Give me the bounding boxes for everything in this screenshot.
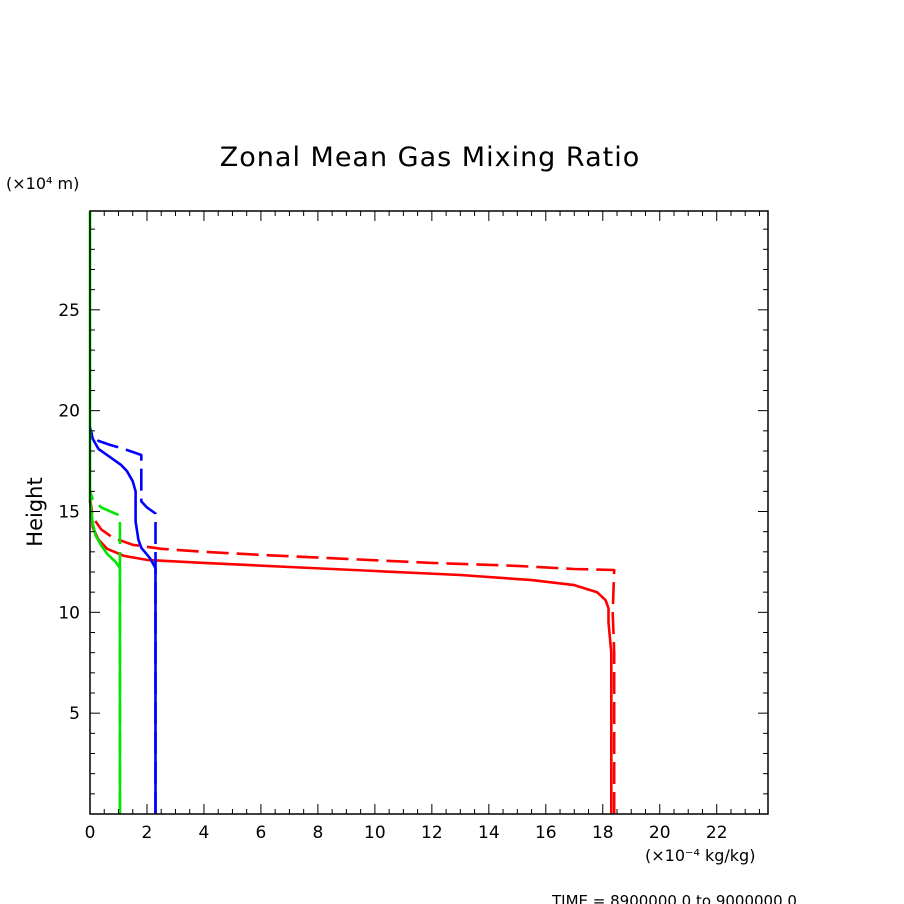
chart-title: Zonal Mean Gas Mixing Ratio [220, 142, 640, 173]
x-tick-label: 14 [478, 823, 500, 843]
series-line-3 [88, 426, 157, 814]
y-tick-label: 15 [58, 502, 80, 522]
series-line-6 [88, 490, 122, 814]
y-unit-label: (×10⁴ m) [6, 174, 79, 193]
x-tick-label: 20 [649, 823, 671, 843]
time-range-footer: TIME = 8900000.0 to 9000000.0 [551, 892, 797, 904]
x-tick-label: 18 [592, 823, 614, 843]
y-tick-label: 5 [69, 704, 80, 724]
y-tick-label: 10 [58, 603, 80, 623]
series-line-2 [88, 499, 616, 814]
y-axis-label: Height [23, 477, 47, 546]
x-tick-label: 6 [256, 823, 267, 843]
plot-frame [89, 210, 769, 815]
x-tick-label: 10 [364, 823, 386, 843]
x-tick-label: 8 [312, 823, 323, 843]
x-tick-label: 22 [706, 823, 728, 843]
ticks-layer: 0 2 4 6 8 10 12 14 16 18 20 22 5 10 15 20 25 [58, 211, 768, 843]
x-tick-label: 12 [421, 823, 443, 843]
y-tick-label: 20 [58, 402, 80, 422]
x-tick-label: 16 [535, 823, 557, 843]
x-tick-label: 4 [199, 823, 210, 843]
y-tick-label: 25 [58, 301, 80, 321]
series-line-4 [88, 430, 157, 814]
series-layer [88, 211, 616, 814]
x-unit-label: (×10⁻⁴ kg/kg) [645, 846, 755, 865]
x-tick-label: 0 [85, 823, 96, 843]
x-tick-label: 2 [142, 823, 153, 843]
